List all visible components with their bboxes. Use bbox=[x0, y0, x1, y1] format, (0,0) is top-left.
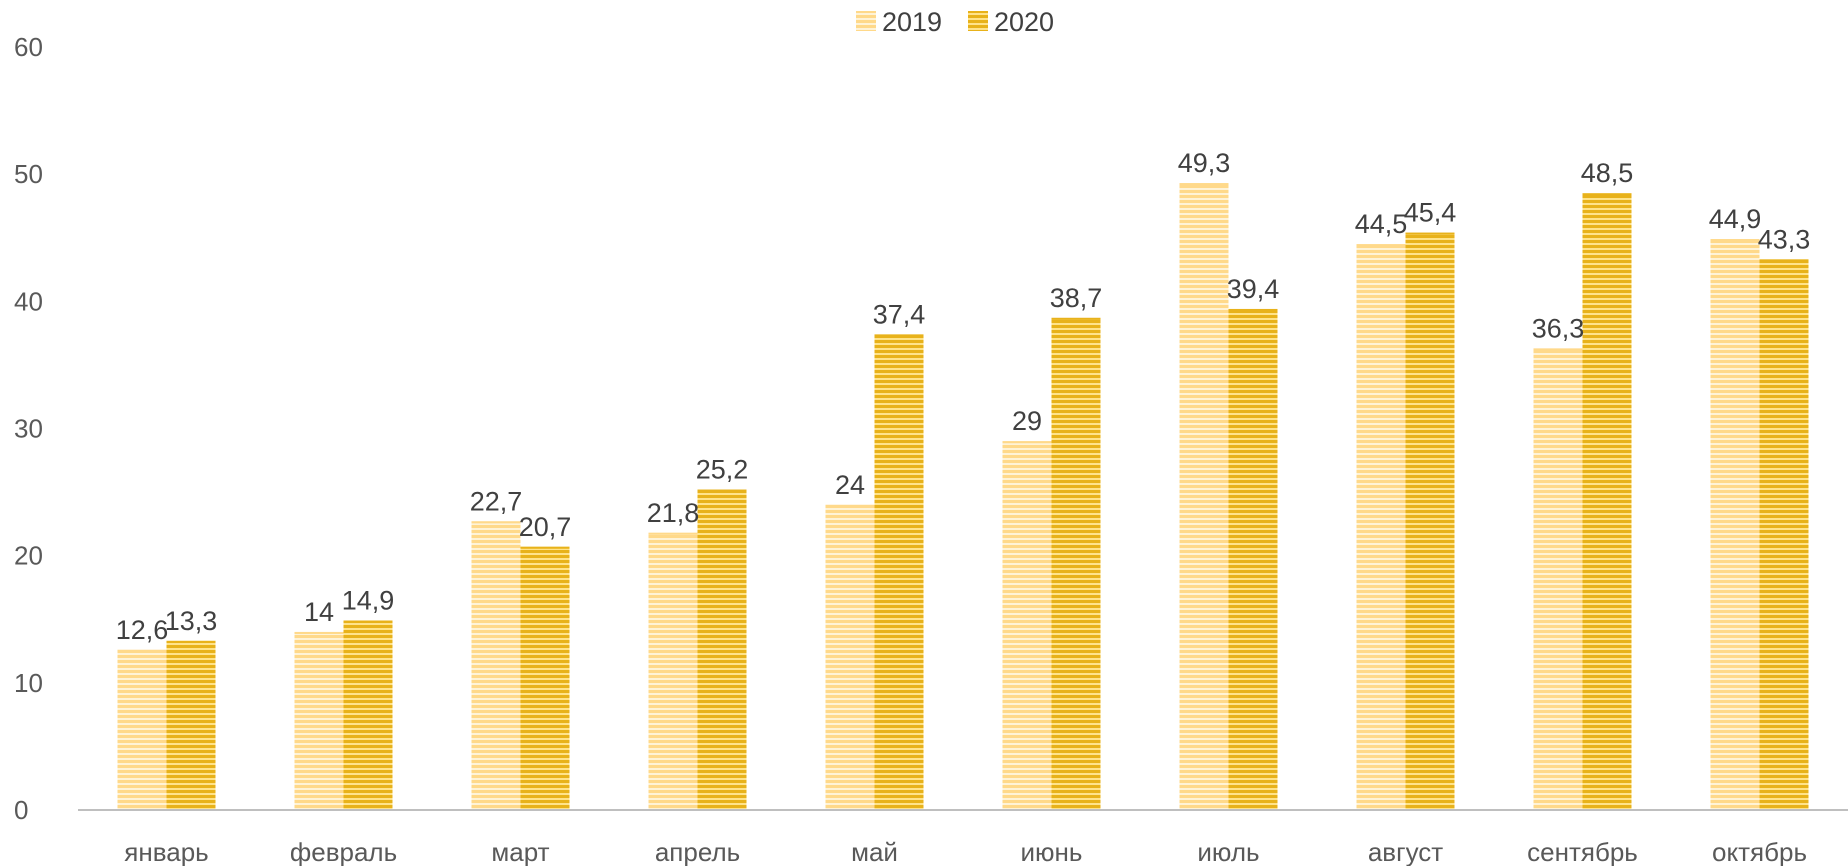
bar-top-edge bbox=[697, 489, 747, 492]
bar-2020-октябрь bbox=[1759, 259, 1809, 810]
data-label-2020-март: 20,7 bbox=[519, 512, 572, 542]
data-label-2020-февраль: 14,9 bbox=[342, 586, 395, 616]
bar-2020-июнь bbox=[1051, 317, 1101, 810]
bar-top-edge bbox=[874, 334, 924, 337]
bar-2019-февраль bbox=[294, 631, 344, 810]
data-label-2020-сентябрь: 48,5 bbox=[1581, 158, 1634, 188]
bar-2020-сентябрь bbox=[1582, 193, 1632, 810]
bar-top-edge bbox=[471, 521, 521, 524]
x-tick-label: май bbox=[851, 837, 898, 866]
x-axis: январь февраль март апрель май июнь июль август… bbox=[124, 837, 1807, 866]
data-label-2019-январь: 12,6 bbox=[116, 615, 169, 645]
y-tick-label: 30 bbox=[14, 414, 43, 444]
legend-label-2020: 2020 bbox=[994, 7, 1054, 37]
data-label-2019-май: 24 bbox=[835, 470, 865, 500]
bar-2019-май bbox=[825, 504, 875, 810]
bar-top-edge bbox=[294, 631, 344, 634]
data-label-2019-сентябрь: 36,3 bbox=[1532, 313, 1585, 343]
x-tick-label: апрель bbox=[655, 837, 740, 866]
y-tick-label: 40 bbox=[14, 286, 43, 316]
bar-top-edge bbox=[1405, 232, 1455, 235]
bars bbox=[117, 183, 1809, 810]
data-label-2019-февраль: 14 bbox=[304, 597, 334, 627]
data-label-2020-июнь: 38,7 bbox=[1050, 283, 1103, 313]
x-tick-label: февраль bbox=[290, 837, 397, 866]
bar-2020-март bbox=[520, 546, 570, 810]
x-tick-label: август bbox=[1368, 837, 1443, 866]
data-label-2020-май: 37,4 bbox=[873, 299, 926, 329]
data-label-2019-июнь: 29 bbox=[1012, 406, 1042, 436]
x-tick-label: сентябрь bbox=[1527, 837, 1638, 866]
bar-2019-октябрь bbox=[1710, 239, 1760, 810]
x-tick-label: март bbox=[491, 837, 549, 866]
bar-top-edge bbox=[825, 504, 875, 507]
data-label-2020-август: 45,4 bbox=[1404, 198, 1457, 228]
x-tick-label: июль bbox=[1197, 837, 1259, 866]
data-labels: 12,613,3 14 14,9 22,720,7 21,8 25,2 24 37,4 29 38… bbox=[116, 148, 1811, 645]
bar-2020-январь bbox=[166, 640, 216, 810]
y-tick-label: 10 bbox=[14, 668, 43, 698]
bar-top-edge bbox=[1179, 183, 1229, 186]
bar-top-edge bbox=[117, 649, 167, 652]
bar-top-edge bbox=[648, 532, 698, 535]
bar-2020-май bbox=[874, 334, 924, 810]
bar-2019-март bbox=[471, 521, 521, 810]
x-tick-label: январь bbox=[124, 837, 208, 866]
bar-top-edge bbox=[1582, 193, 1632, 196]
bar-top-edge bbox=[1051, 317, 1101, 320]
bar-2019-сентябрь bbox=[1533, 348, 1583, 810]
bar-2019-апрель bbox=[648, 532, 698, 810]
bar-top-edge bbox=[1710, 239, 1760, 242]
x-tick-label: октябрь bbox=[1712, 837, 1807, 866]
y-tick-label: 50 bbox=[14, 159, 43, 189]
data-label-2020-июль: 39,4 bbox=[1227, 274, 1280, 304]
y-tick-label: 20 bbox=[14, 541, 43, 571]
legend-swatch-2020 bbox=[968, 11, 988, 31]
legend-swatch-2019 bbox=[856, 11, 876, 31]
bar-top-edge bbox=[520, 546, 570, 549]
legend: 2019 2020 bbox=[856, 7, 1054, 37]
bar-top-edge bbox=[343, 620, 393, 623]
bar-2020-февраль bbox=[343, 620, 393, 810]
y-axis: 0 10 20 30 40 50 60 bbox=[14, 32, 43, 825]
data-label-2020-апрель: 25,2 bbox=[696, 455, 749, 485]
bar-top-edge bbox=[1533, 348, 1583, 351]
bar-top-edge bbox=[1759, 259, 1809, 262]
y-tick-label: 60 bbox=[14, 32, 43, 62]
bar-top-edge bbox=[1002, 441, 1052, 444]
bar-top-edge bbox=[1228, 308, 1278, 311]
bar-top-edge bbox=[1356, 244, 1406, 247]
bar-2020-август bbox=[1405, 232, 1455, 810]
bar-2019-январь bbox=[117, 649, 167, 810]
bar-top-edge bbox=[166, 640, 216, 643]
data-label-2019-октябрь: 44,9 bbox=[1709, 204, 1762, 234]
data-label-2020-октябрь: 43,3 bbox=[1758, 224, 1811, 254]
data-label-2019-апрель: 21,8 bbox=[647, 498, 700, 528]
bar-2019-июль bbox=[1179, 183, 1229, 810]
data-label-2019-август: 44,5 bbox=[1355, 209, 1408, 239]
x-tick-label: июнь bbox=[1021, 837, 1083, 866]
data-label-2019-март: 22,7 bbox=[470, 486, 523, 516]
bar-2019-август bbox=[1356, 244, 1406, 810]
bar-2020-апрель bbox=[697, 489, 747, 810]
bar-2019-июнь bbox=[1002, 441, 1052, 810]
legend-label-2019: 2019 bbox=[882, 7, 942, 37]
y-tick-label: 0 bbox=[14, 795, 28, 825]
bar-2020-июль bbox=[1228, 308, 1278, 810]
data-label-2020-январь: 13,3 bbox=[165, 606, 218, 636]
data-label-2019-июль: 49,3 bbox=[1178, 148, 1231, 178]
